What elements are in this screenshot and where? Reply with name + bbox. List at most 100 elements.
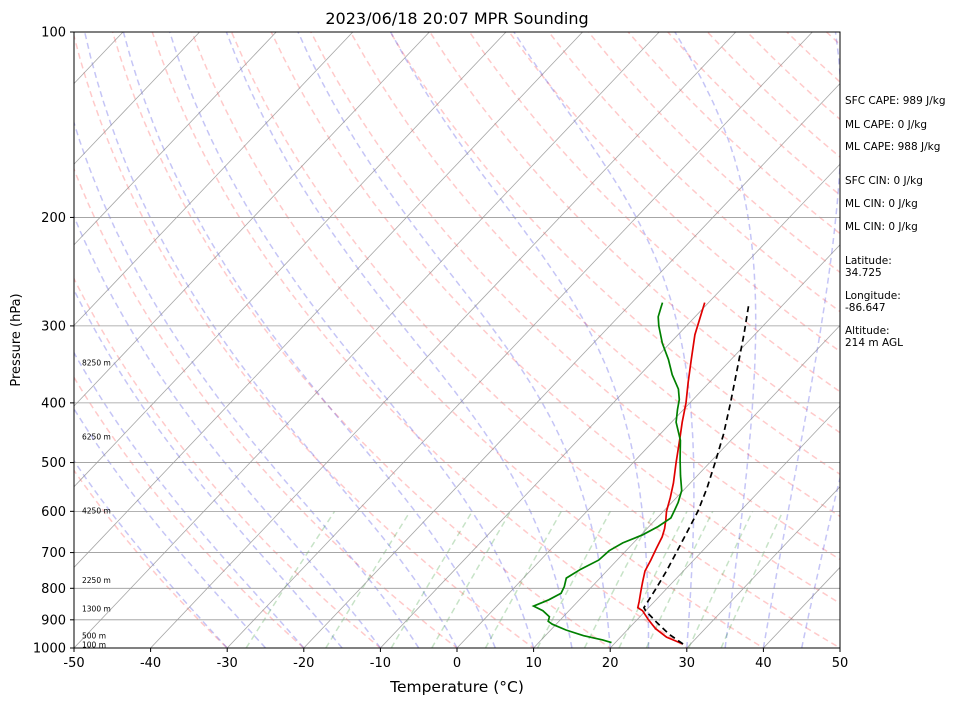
dry-adiabat	[310, 32, 840, 561]
isotherm	[74, 32, 583, 568]
latitude-block: Latitude: 34.725	[845, 255, 892, 279]
height-label: 2250 m	[82, 576, 111, 585]
isotherm	[74, 32, 507, 488]
grid	[74, 32, 840, 648]
isotherm	[74, 32, 354, 327]
moist-adiabat	[513, 32, 695, 648]
isotherm	[150, 32, 737, 648]
chart-title: 2023/06/18 20:07 MPR Sounding	[325, 9, 588, 28]
isotherm	[456, 244, 840, 648]
isotherm	[380, 163, 840, 648]
height-label: 6250 m	[82, 432, 111, 441]
x-tick-label: 50	[832, 656, 849, 671]
latitude-value: 34.725	[845, 267, 882, 279]
dry-adiabat	[74, 167, 459, 648]
dry-adiabat	[74, 33, 535, 648]
dry-adiabat	[429, 32, 840, 434]
mixing-ratio-line	[645, 510, 714, 648]
dry-adiabat	[74, 376, 305, 648]
dry-adiabat	[151, 32, 689, 648]
ml-cape-text-1: ML CAPE: 0 J/kg	[845, 119, 928, 131]
data-series	[531, 302, 750, 645]
dry-adiabat	[111, 32, 612, 648]
x-axis-label: Temperature (°C)	[389, 678, 524, 696]
moist-adiabat	[74, 288, 343, 648]
x-tick-label: -20	[293, 656, 314, 671]
longitude-block: Longitude: -86.647	[845, 290, 901, 314]
longitude-label: Longitude:	[845, 290, 901, 302]
x-tick-label: 0	[453, 656, 461, 671]
altitude-block: Altitude: 214 m AGL	[845, 325, 903, 349]
dry-adiabat	[230, 32, 840, 648]
height-label: 8250 m	[82, 358, 111, 367]
x-tick-label: 30	[679, 656, 696, 671]
x-tick-label: 10	[525, 656, 542, 671]
y-tick-label: 300	[41, 319, 66, 334]
x-tick-label: -50	[63, 656, 84, 671]
y-tick-label: 100	[41, 26, 66, 41]
y-tick-label: 400	[41, 396, 66, 411]
x-tick-label: 20	[602, 656, 619, 671]
moist-adiabat	[122, 32, 496, 648]
dry-adiabat	[468, 32, 840, 393]
longitude-value: -86.647	[845, 302, 886, 314]
series-line-3	[642, 305, 750, 645]
series-line-1	[636, 302, 706, 645]
sfc-cin-text: SFC CIN: 0 J/kg	[845, 175, 923, 187]
dry-adiabat	[74, 469, 229, 648]
dry-adiabat	[270, 32, 840, 605]
dry-adiabat	[349, 32, 840, 518]
isotherm	[609, 405, 840, 648]
mixing-ratio-line	[390, 510, 473, 648]
y-tick-label: 1000	[33, 642, 66, 657]
mixing-ratio-line	[484, 510, 562, 648]
series-line-2	[531, 302, 683, 644]
moist-adiabat	[800, 474, 840, 648]
y-tick-label: 700	[41, 546, 66, 561]
x-tick-label: 40	[755, 656, 772, 671]
x-tick-label: -40	[140, 656, 161, 671]
height-label: 500 m	[82, 632, 106, 641]
moist-adiabat	[389, 32, 650, 648]
moist-adiabat	[168, 32, 535, 648]
sfc-cape-text: SFC CAPE: 989 J/kg	[845, 95, 946, 107]
moist-adiabat	[674, 32, 757, 648]
y-axis-label: Pressure (hPa)	[9, 293, 24, 386]
y-tick-label: 500	[41, 456, 66, 471]
y-tick-label: 600	[41, 505, 66, 520]
isotherm	[74, 32, 277, 246]
background-lines	[74, 32, 840, 648]
moist-adiabat	[225, 32, 573, 648]
moist-adiabat	[74, 351, 305, 648]
mixing-ratio-line	[245, 510, 336, 648]
moist-adiabat	[74, 407, 267, 648]
ml-cape-text-2: ML CAPE: 988 J/kg	[845, 141, 941, 153]
moist-adiabat	[83, 32, 458, 648]
altitude-label: Altitude:	[845, 325, 890, 337]
dry-adiabat	[74, 277, 382, 648]
isotherm	[74, 32, 660, 648]
isotherm	[226, 32, 813, 648]
moist-adiabat	[297, 32, 611, 648]
x-tick-label: -30	[217, 656, 238, 671]
mixing-ratio-line	[583, 510, 656, 648]
height-label: 100 m	[82, 640, 106, 649]
moist-adiabat	[74, 459, 228, 648]
isotherm	[686, 486, 840, 648]
dry-adiabat	[508, 32, 840, 353]
height-label: 1300 m	[82, 605, 111, 614]
moist-adiabat	[74, 120, 420, 648]
latitude-label: Latitude:	[845, 255, 892, 267]
mixing-ratio-line	[536, 510, 612, 648]
isotherm	[74, 32, 200, 165]
axis-ticks: -50 -40 -30 -20 -10 0 10 20 30 40 50 100 200 300 400 50…	[33, 26, 848, 672]
isotherm	[533, 324, 840, 648]
height-label: 4250 m	[82, 506, 111, 515]
ml-cin-text-1: ML CIN: 0 J/kg	[845, 198, 918, 210]
isotherm	[74, 32, 430, 407]
y-tick-label: 800	[41, 582, 66, 597]
moist-adiabat	[762, 32, 840, 648]
isotherm	[303, 82, 840, 648]
